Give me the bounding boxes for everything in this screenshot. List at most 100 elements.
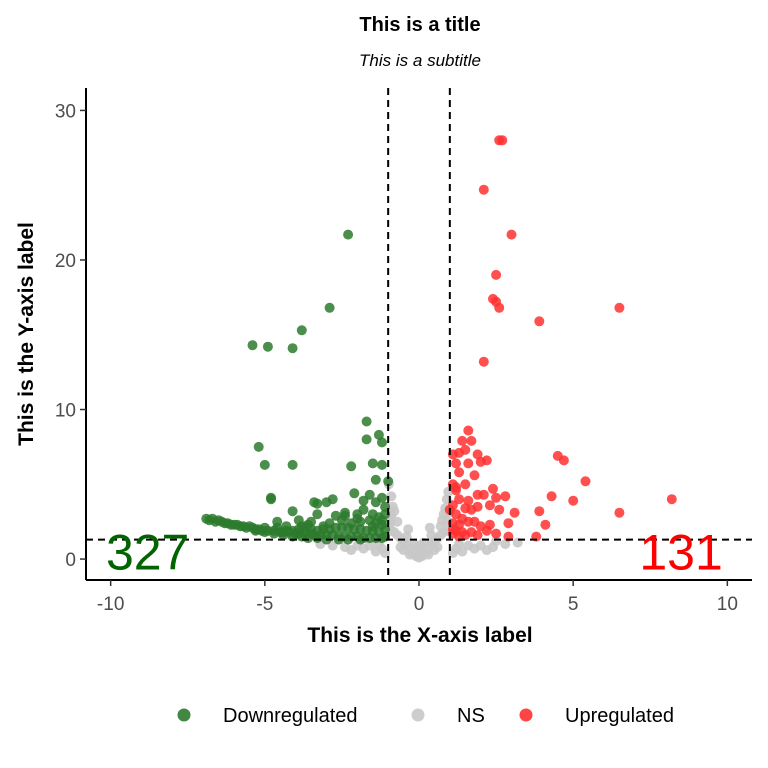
data-point — [472, 501, 483, 512]
data-point — [355, 534, 366, 545]
data-point — [614, 302, 625, 313]
data-point — [423, 549, 434, 560]
data-point — [343, 534, 354, 545]
data-point — [481, 455, 492, 466]
data-point — [451, 458, 461, 469]
data-point — [454, 467, 465, 478]
data-point — [500, 539, 511, 550]
data-point — [389, 506, 400, 517]
data-point — [259, 459, 270, 470]
data-point — [580, 476, 591, 487]
legend: Downregulated NS Upregulated — [177, 705, 674, 727]
data-point — [460, 444, 471, 455]
data-point — [373, 429, 384, 440]
data-point — [259, 527, 270, 538]
x-axis-title: This is the X-axis label — [307, 624, 532, 647]
x-tick-label: -10 — [97, 594, 124, 615]
data-point — [491, 269, 502, 280]
legend-label: NS — [457, 705, 485, 727]
data-point — [272, 516, 283, 527]
threshold-lines — [86, 88, 752, 580]
data-point — [383, 476, 394, 487]
y-tick-label: 0 — [65, 550, 76, 571]
data-point — [321, 497, 332, 508]
data-point — [306, 516, 317, 527]
chart-subtitle: This is a subtitle — [359, 51, 481, 70]
data-point — [367, 458, 378, 469]
data-point — [367, 521, 378, 532]
data-point — [457, 435, 468, 446]
data-point — [287, 506, 298, 517]
data-point — [666, 494, 677, 505]
x-tick-label: -5 — [256, 594, 273, 615]
count-labels: 327 131 — [106, 525, 723, 581]
data-point — [451, 482, 461, 493]
data-point — [361, 434, 372, 445]
data-point — [491, 536, 502, 547]
count-label: 327 — [106, 525, 189, 581]
data-point — [491, 492, 502, 503]
data-point — [469, 470, 480, 481]
data-point — [262, 341, 273, 352]
data-point — [312, 533, 323, 544]
data-point — [469, 543, 480, 554]
data-point — [404, 549, 415, 560]
data-point — [454, 494, 465, 505]
data-point — [296, 325, 307, 336]
data-point — [358, 504, 369, 515]
data-point — [509, 507, 520, 518]
data-point — [361, 416, 372, 427]
data-point — [343, 229, 354, 240]
x-tick-label: 0 — [414, 594, 425, 615]
y-tick-label: 20 — [55, 251, 76, 272]
legend-label: Upregulated — [565, 705, 674, 727]
chart-title: This is a title — [359, 14, 480, 36]
data-point — [540, 519, 551, 530]
data-point — [370, 497, 381, 508]
data-point — [269, 528, 280, 539]
data-point — [253, 441, 264, 452]
x-tick-label: 10 — [717, 594, 738, 615]
data-point — [312, 509, 323, 520]
legend-key — [177, 708, 191, 722]
data-point — [312, 498, 323, 509]
data-point — [327, 540, 338, 551]
data-point — [478, 356, 489, 367]
data-point — [349, 488, 360, 499]
data-point — [352, 513, 363, 524]
data-point — [364, 489, 375, 500]
data-point — [370, 474, 381, 485]
data-point — [558, 455, 569, 466]
data-point — [494, 302, 505, 313]
data-point — [377, 459, 387, 470]
data-point — [463, 425, 474, 436]
data-point — [403, 524, 414, 535]
data-point — [491, 528, 502, 539]
data-point — [250, 525, 261, 536]
y-tick-label: 30 — [55, 101, 76, 122]
data-point — [370, 546, 381, 557]
data-point — [358, 543, 369, 554]
data-point — [340, 510, 350, 521]
data-point — [457, 546, 468, 557]
y-tick-label: 10 — [55, 401, 76, 422]
data-point — [412, 542, 423, 553]
legend-key — [411, 708, 425, 722]
data-point — [534, 506, 545, 517]
upregulated-series — [444, 135, 677, 542]
data-point — [287, 459, 298, 470]
data-point — [463, 458, 474, 469]
data-point — [424, 522, 435, 533]
data-point — [287, 343, 298, 354]
data-point — [466, 435, 477, 446]
data-point — [463, 495, 474, 506]
data-point — [481, 525, 492, 536]
data-point — [484, 500, 495, 511]
data-point — [460, 479, 471, 490]
data-point — [503, 518, 514, 529]
data-point — [500, 491, 511, 502]
x-tick-label: 5 — [568, 594, 579, 615]
data-point — [614, 507, 625, 518]
data-point — [358, 495, 369, 506]
data-point — [278, 530, 289, 541]
